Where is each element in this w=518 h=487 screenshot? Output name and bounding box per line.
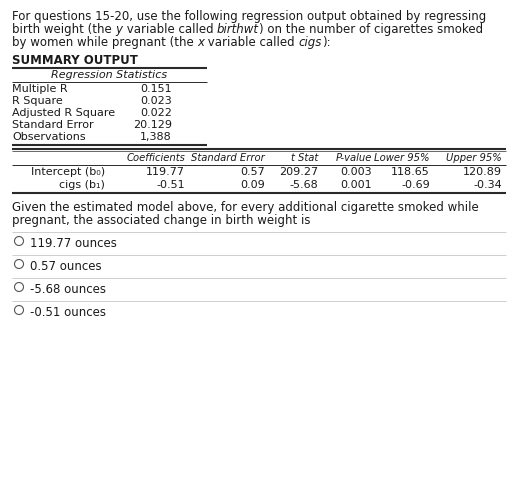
Text: -5.68: -5.68 <box>289 180 318 190</box>
Text: 0.022: 0.022 <box>140 108 172 118</box>
Text: Intercept (b₀): Intercept (b₀) <box>31 167 105 177</box>
Text: Upper 95%: Upper 95% <box>446 153 502 163</box>
Text: cigs: cigs <box>299 36 322 49</box>
Text: birth weight (the: birth weight (the <box>12 23 116 36</box>
Text: Lower 95%: Lower 95% <box>375 153 430 163</box>
Text: 119.77: 119.77 <box>146 167 185 177</box>
Text: 0.003: 0.003 <box>340 167 372 177</box>
Text: y: y <box>116 23 122 36</box>
Text: ) on the number of cigarettes smoked: ) on the number of cigarettes smoked <box>259 23 483 36</box>
Text: Adjusted R Square: Adjusted R Square <box>12 108 115 118</box>
Text: Standard Error: Standard Error <box>12 120 94 130</box>
Text: variable called: variable called <box>122 23 217 36</box>
Text: cigs (b₁): cigs (b₁) <box>59 180 105 190</box>
Text: -0.51 ounces: -0.51 ounces <box>30 306 106 319</box>
Text: -0.34: -0.34 <box>473 180 502 190</box>
Text: 119.77 ounces: 119.77 ounces <box>30 237 117 250</box>
Text: 20.129: 20.129 <box>133 120 172 130</box>
Text: P-value: P-value <box>336 153 372 163</box>
Text: 0.57: 0.57 <box>240 167 265 177</box>
Text: ):: ): <box>322 36 331 49</box>
Text: Standard Error: Standard Error <box>191 153 265 163</box>
Text: 0.151: 0.151 <box>140 84 172 94</box>
Text: by women while pregnant (the: by women while pregnant (the <box>12 36 197 49</box>
Text: 0.57 ounces: 0.57 ounces <box>30 260 102 273</box>
Text: 118.65: 118.65 <box>391 167 430 177</box>
Text: -5.68 ounces: -5.68 ounces <box>30 283 106 296</box>
Text: Multiple R: Multiple R <box>12 84 68 94</box>
Text: Regression Statistics: Regression Statistics <box>51 70 167 80</box>
Text: 0.001: 0.001 <box>340 180 372 190</box>
Text: birthwt: birthwt <box>217 23 259 36</box>
Text: -0.69: -0.69 <box>401 180 430 190</box>
Text: -0.51: -0.51 <box>156 180 185 190</box>
Text: variable called: variable called <box>205 36 299 49</box>
Text: Coefficients: Coefficients <box>126 153 185 163</box>
Text: Observations: Observations <box>12 132 85 142</box>
Text: 1,388: 1,388 <box>140 132 172 142</box>
Text: SUMMARY OUTPUT: SUMMARY OUTPUT <box>12 54 138 67</box>
Text: x: x <box>197 36 205 49</box>
Text: 0.09: 0.09 <box>240 180 265 190</box>
Text: 0.023: 0.023 <box>140 96 172 106</box>
Text: 209.27: 209.27 <box>279 167 318 177</box>
Text: Given the estimated model above, for every additional cigarette smoked while: Given the estimated model above, for eve… <box>12 201 479 214</box>
Text: pregnant, the associated change in birth weight is: pregnant, the associated change in birth… <box>12 214 310 227</box>
Text: For questions 15-20, use the following regression output obtained by regressing: For questions 15-20, use the following r… <box>12 10 486 23</box>
Text: R Square: R Square <box>12 96 63 106</box>
Text: t Stat: t Stat <box>291 153 318 163</box>
Text: 120.89: 120.89 <box>463 167 502 177</box>
